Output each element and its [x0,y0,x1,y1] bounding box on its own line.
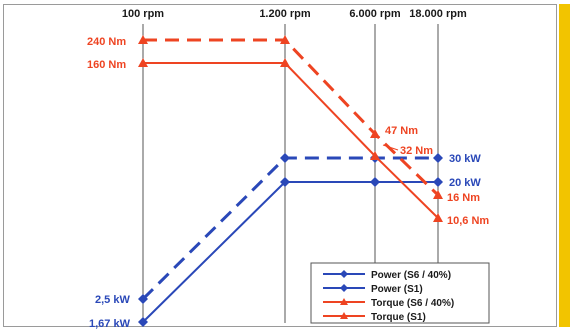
legend-marker-power-s1 [340,284,348,292]
series-line-power-s1 [142,181,438,323]
series-layer [138,35,443,327]
speed-label-6000: 6.000 rpm [349,8,401,20]
series-power-s1 [138,177,443,327]
legend-items: Power (S6 / 40%) Power (S1) Torque (S6 / 4… [323,270,454,323]
marker-torque-s1-0 [138,58,148,67]
label-power-s1-start: 1,67 kW [89,318,131,330]
series-line-torque-s1 [143,62,439,219]
marker-power-s1-1 [280,177,290,187]
marker-torque-s1-1 [280,58,290,67]
marker-torque-s6-1 [280,35,290,44]
legend-marker-torque-s1 [340,312,348,319]
marker-torque-s6-3 [433,190,443,199]
marker-power-s1-0 [138,317,148,327]
label-power-s6-start: 2,5 kW [95,294,130,306]
label-torque-s6-mid: 47 Nm [385,125,418,137]
value-labels: 240 Nm 160 Nm 47 Nm 32 Nm 16 Nm 10,6 Nm … [87,36,489,330]
label-torque-s6-start: 240 Nm [87,36,126,48]
marker-power-s6-1 [280,153,290,163]
series-line-power-s6 [141,156,438,301]
label-torque-s1-end: 10,6 Nm [447,215,489,227]
label-torque-s1-mid-leader [382,144,399,151]
marker-torque-s1-3 [433,213,443,222]
side-accent-bar [559,4,570,327]
marker-power-s6-3 [433,153,443,163]
legend-label-torque-s1: Torque (S1) [371,312,426,323]
label-torque-s1-start: 160 Nm [87,59,126,71]
speed-axis-labels: 100 rpm 1.200 rpm 6.000 rpm 18.000 rpm [122,8,467,20]
series-line-torque-s6 [143,38,440,197]
legend: Power (S6 / 40%) Power (S1) Torque (S6 / 4… [310,262,490,324]
marker-power-s6-0 [138,294,148,304]
speed-label-18000: 18.000 rpm [409,8,467,20]
series-torque-s1 [138,58,443,222]
series-torque-s6 [138,35,443,199]
marker-torque-s6-0 [138,35,148,44]
legend-marker-torque-s6 [340,298,348,305]
marker-torque-s1-2 [370,151,380,160]
marker-power-s1-3 [433,177,443,187]
speed-label-100: 100 rpm [122,8,164,20]
legend-marker-power-s6 [340,270,348,278]
legend-label-power-s1: Power (S1) [371,284,423,295]
legend-label-torque-s6: Torque (S6 / 40%) [371,298,454,309]
label-power-s1-end: 20 kW [449,177,481,189]
label-power-s6-end: 30 kW [449,153,481,165]
marker-torque-s6-2 [370,129,380,138]
legend-label-power-s6: Power (S6 / 40%) [371,270,451,281]
speed-label-1200: 1.200 rpm [259,8,311,20]
marker-power-s1-2 [370,177,380,187]
label-torque-s6-end: 16 Nm [447,192,480,204]
label-torque-s1-mid: 32 Nm [400,145,433,157]
